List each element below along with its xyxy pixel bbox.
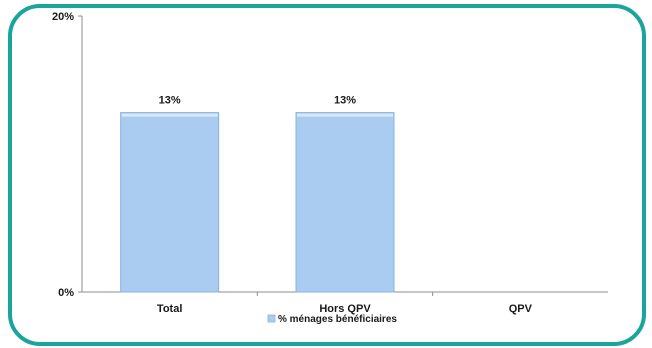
data-label: 13%: [159, 95, 181, 107]
x-category-label: QPV: [509, 303, 533, 315]
x-category-label: Total: [157, 303, 182, 315]
y-tick-label: 0%: [58, 287, 74, 299]
bar: [295, 112, 395, 293]
legend-swatch: [267, 314, 276, 323]
bar: [120, 112, 220, 293]
chart-legend: % ménages bénéficiaires: [267, 314, 397, 325]
y-tick-label: 20%: [52, 11, 74, 23]
data-label: 13%: [334, 95, 356, 107]
legend-label: % ménages bénéficiaires: [278, 314, 397, 325]
chart-labels: Total 13% Hors QPV 13% QPV: [157, 95, 533, 315]
chart-bars: [120, 112, 395, 293]
x-category-label: Hors QPV: [319, 303, 371, 315]
bar-highlight: [121, 113, 218, 117]
bar-highlight: [297, 113, 393, 117]
